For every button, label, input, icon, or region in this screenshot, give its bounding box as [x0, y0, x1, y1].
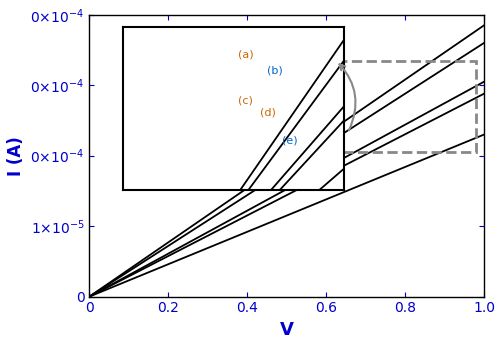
Bar: [328, 61, 475, 152]
Y-axis label: I (A): I (A): [7, 136, 25, 175]
X-axis label: V: V: [279, 321, 293, 339]
